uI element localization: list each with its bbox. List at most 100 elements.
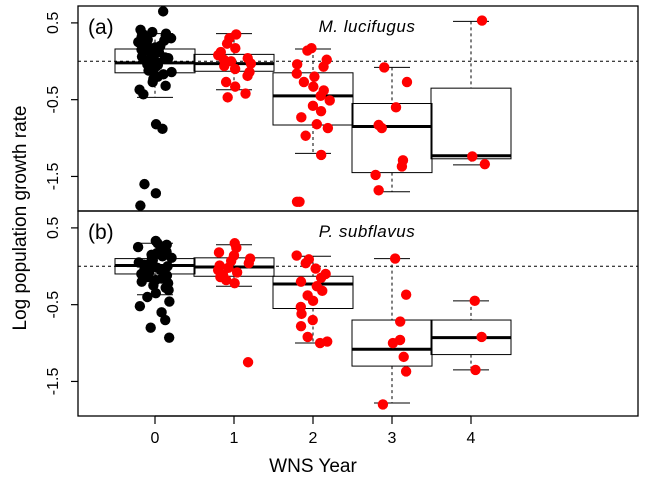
data-point: [145, 322, 156, 333]
data-point: [163, 332, 175, 343]
x-tick-label: 2: [309, 430, 318, 447]
box-iqr: [430, 87, 512, 160]
data-point: [315, 105, 327, 117]
box-iqr: [272, 275, 354, 310]
data-point: [396, 161, 408, 172]
data-point: [160, 80, 171, 92]
data-point: [400, 289, 412, 300]
data-point: [132, 241, 144, 253]
data-point: [401, 76, 413, 88]
data-point: [394, 316, 406, 327]
data-point: [315, 272, 327, 283]
data-point: [479, 158, 491, 170]
data-point: [138, 89, 149, 100]
data-point: [309, 71, 320, 82]
data-point: [307, 314, 318, 326]
y-tick-label: -1.5: [45, 368, 62, 396]
y-tick-label: 0.5: [45, 217, 62, 239]
data-point: [291, 59, 303, 70]
data-point: [231, 267, 243, 278]
data-point: [242, 357, 254, 368]
data-point: [157, 251, 168, 262]
data-point: [300, 130, 311, 141]
panel-tag: (b): [88, 221, 114, 244]
data-point: [222, 92, 233, 103]
data-point: [469, 295, 480, 307]
data-point: [390, 102, 402, 113]
y-axis-label: Log population growth rate: [10, 106, 31, 331]
data-point: [221, 38, 233, 49]
data-point: [136, 276, 147, 287]
data-point: [311, 119, 323, 130]
box-year-3: [351, 66, 433, 193]
data-point: [220, 274, 232, 286]
data-point: [373, 185, 384, 196]
data-point: [135, 200, 146, 211]
data-point: [163, 53, 174, 64]
data-point: [229, 277, 240, 289]
data-point: [376, 122, 387, 134]
panel-b: 0.5 -0.5 -1.5 (b) P. subflavus: [45, 210, 639, 417]
data-point: [298, 76, 310, 88]
data-point: [398, 351, 409, 363]
box-iqr: [351, 103, 433, 174]
data-point: [147, 76, 158, 88]
data-point: [219, 60, 230, 72]
data-point: [467, 151, 478, 162]
data-point: [295, 276, 307, 287]
x-tick-label: 1: [230, 430, 239, 447]
data-point: [242, 70, 253, 82]
y-tick-label: -0.5: [45, 86, 62, 114]
y-tick-label: -0.5: [45, 291, 62, 319]
x-tick-label: 4: [467, 430, 476, 447]
data-point: [308, 81, 319, 92]
data-point: [163, 284, 174, 296]
data-point: [143, 65, 154, 76]
x-tick-label: 0: [151, 430, 160, 447]
data-point: [317, 285, 328, 297]
data-point: [230, 43, 241, 54]
data-point: [379, 62, 390, 73]
y-tick-label: 0.5: [45, 12, 62, 34]
data-point: [157, 6, 169, 17]
data-point: [164, 296, 175, 307]
data-point: [229, 81, 241, 92]
data-point: [296, 308, 307, 320]
data-point: [302, 45, 313, 56]
data-point: [476, 15, 488, 26]
species-label: M. lucifugus: [319, 17, 416, 36]
data-point: [322, 122, 334, 134]
box-iqr: [351, 319, 433, 367]
data-point: [142, 291, 153, 303]
data-point: [291, 68, 302, 79]
data-point: [470, 364, 481, 376]
data-point: [166, 66, 177, 78]
x-tick-label: 3: [388, 430, 397, 447]
data-point: [324, 95, 335, 106]
data-point: [387, 337, 399, 349]
data-point: [220, 76, 232, 88]
data-point: [243, 258, 254, 269]
data-point: [476, 331, 487, 343]
data-point: [370, 169, 381, 181]
data-point: [240, 88, 251, 99]
data-point: [157, 123, 168, 135]
data-point: [377, 399, 389, 410]
data-point: [245, 58, 257, 69]
box-year-3: [351, 258, 433, 404]
y-tick-label: -1.5: [45, 163, 62, 191]
data-point: [307, 100, 319, 112]
data-point: [315, 90, 326, 102]
data-point: [134, 301, 146, 312]
data-point: [307, 295, 319, 307]
box-year-4: [430, 300, 512, 371]
data-point: [213, 247, 225, 258]
data-point: [150, 287, 162, 299]
data-point: [139, 178, 150, 190]
data-point: [291, 250, 302, 261]
data-point: [147, 26, 158, 38]
data-point: [229, 63, 241, 75]
data-point: [166, 252, 177, 264]
